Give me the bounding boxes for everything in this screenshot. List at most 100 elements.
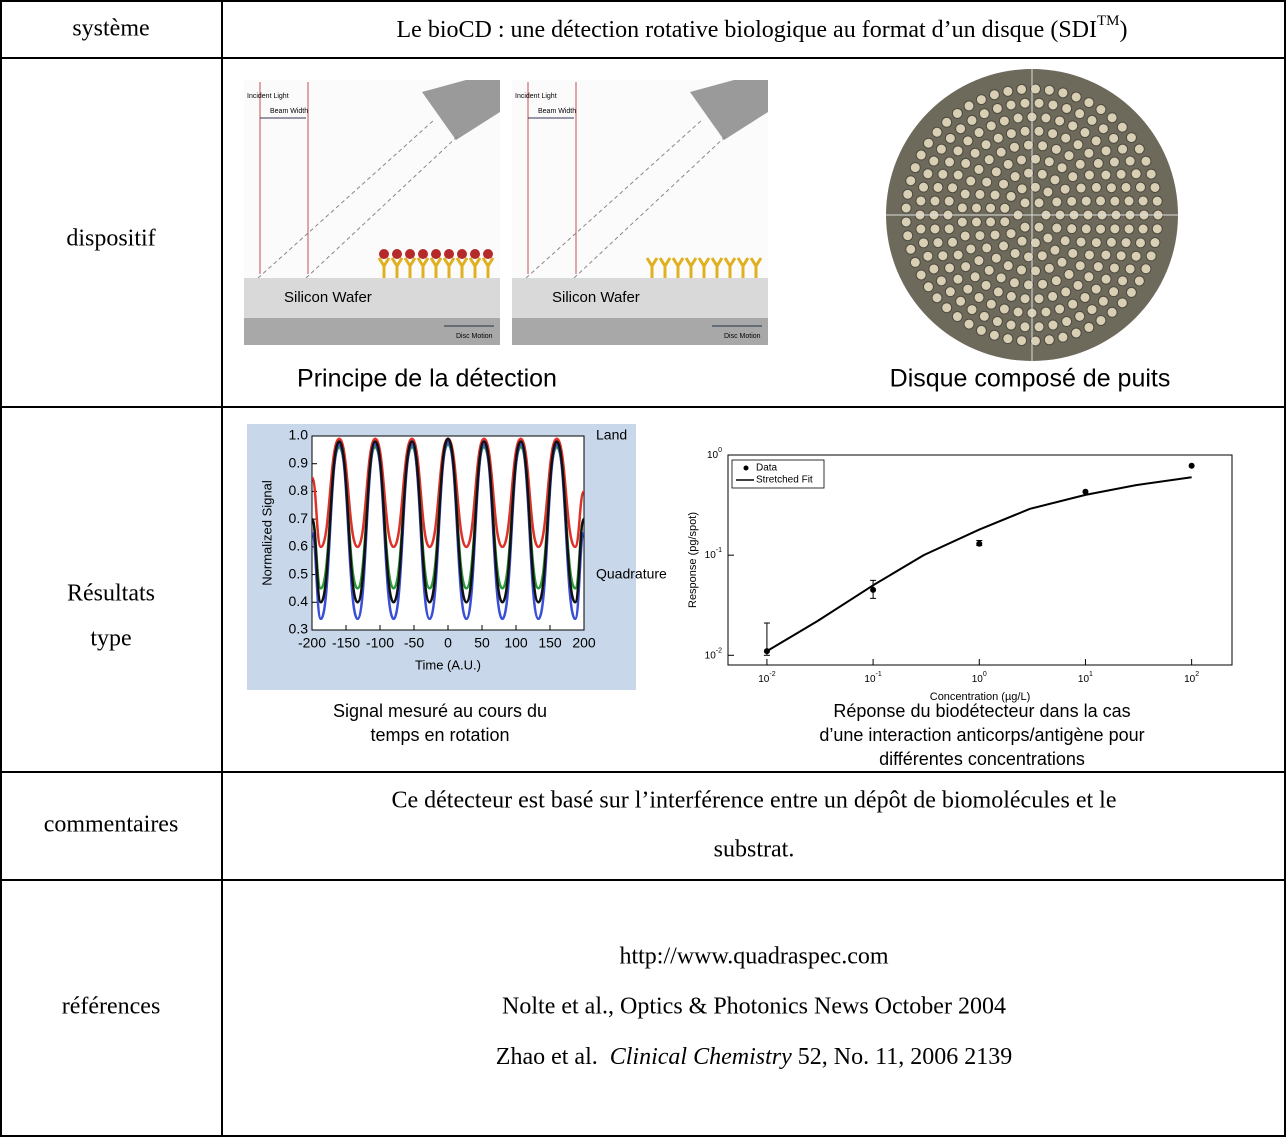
well xyxy=(944,286,956,298)
well xyxy=(1130,168,1142,180)
well xyxy=(1097,295,1109,307)
caption: d’une interaction anticorps/antigène pou… xyxy=(819,725,1144,745)
tick-label: 10-2 xyxy=(705,647,722,661)
antigen xyxy=(444,249,454,259)
antibody xyxy=(736,257,750,278)
well xyxy=(1117,143,1129,155)
y-tick-label: 0.9 xyxy=(289,454,309,470)
well xyxy=(956,202,968,214)
antibody xyxy=(416,257,430,278)
data-point xyxy=(976,540,983,547)
well xyxy=(1137,195,1149,207)
data-point xyxy=(870,586,877,593)
well xyxy=(1067,120,1079,132)
well xyxy=(1016,83,1028,95)
well xyxy=(1079,127,1091,139)
well xyxy=(952,273,964,285)
well xyxy=(1043,334,1055,346)
well xyxy=(1080,195,1092,207)
well xyxy=(1090,135,1102,147)
detection-panel: Incident Light Beam Width Silicon Wafer Dis… xyxy=(512,80,768,345)
well xyxy=(1080,223,1092,235)
disc xyxy=(886,69,1178,361)
well xyxy=(909,162,921,174)
well xyxy=(1043,262,1055,274)
well xyxy=(1023,251,1035,263)
well xyxy=(1061,102,1073,114)
well xyxy=(1074,108,1086,120)
well xyxy=(1151,223,1163,235)
well xyxy=(937,168,949,180)
antibody xyxy=(468,257,482,278)
well xyxy=(1051,222,1063,234)
tick-label: 100 xyxy=(707,447,722,461)
well xyxy=(1083,321,1095,333)
well xyxy=(1092,157,1104,169)
well xyxy=(1066,223,1078,235)
well xyxy=(1036,168,1048,180)
well xyxy=(1125,286,1137,298)
well xyxy=(922,137,934,149)
well xyxy=(1050,143,1062,155)
well xyxy=(929,223,941,235)
charts: 0.30.40.50.60.70.80.91.0-200 -150 -100 -50 0… xyxy=(247,424,1233,703)
caption: Disque composé de puits xyxy=(890,365,1171,393)
well xyxy=(915,149,927,161)
well xyxy=(1067,171,1079,183)
well xyxy=(1037,278,1049,290)
panel-label: Incident Light xyxy=(515,93,557,100)
well xyxy=(922,281,934,293)
well xyxy=(1049,244,1061,256)
well xyxy=(970,216,982,228)
well xyxy=(1120,237,1132,249)
well xyxy=(1083,147,1095,159)
well xyxy=(1124,155,1136,167)
well xyxy=(1033,221,1045,233)
tick-base: 10 xyxy=(1184,674,1196,685)
well xyxy=(1060,132,1072,144)
well xyxy=(1056,256,1068,268)
annotation: Land xyxy=(596,427,627,443)
tick-label: 100 xyxy=(972,671,987,685)
antigen xyxy=(470,249,480,259)
well xyxy=(1029,83,1041,95)
well xyxy=(1086,114,1098,126)
antibody xyxy=(710,257,724,278)
well xyxy=(989,189,1001,201)
plot-area xyxy=(727,454,1233,666)
well xyxy=(1033,125,1045,137)
well xyxy=(1057,331,1069,343)
well xyxy=(1140,263,1152,275)
well xyxy=(1095,195,1107,207)
caption: Principe de la détection xyxy=(297,365,557,393)
well xyxy=(1151,195,1163,207)
x-tick-label: 150 xyxy=(538,635,562,651)
well xyxy=(1109,223,1121,235)
well xyxy=(1145,168,1157,180)
well xyxy=(975,94,987,106)
panel-label: Disc Motion xyxy=(724,333,761,340)
well xyxy=(990,166,1002,178)
well xyxy=(985,202,997,214)
tick-base: 10 xyxy=(705,650,717,661)
y-tick-label: 0.6 xyxy=(289,538,309,554)
well xyxy=(963,100,975,112)
well xyxy=(1033,321,1045,333)
well xyxy=(981,176,993,188)
antibody xyxy=(723,257,737,278)
well xyxy=(1009,247,1021,259)
well xyxy=(992,286,1004,298)
well xyxy=(1043,84,1055,96)
y-tick-label: 0.7 xyxy=(289,510,309,526)
well xyxy=(1033,293,1045,305)
well xyxy=(1023,167,1035,179)
superscript: TM xyxy=(1097,13,1120,29)
well xyxy=(1116,121,1128,133)
detector xyxy=(422,80,500,140)
tick-label: 10-1 xyxy=(705,547,722,561)
well xyxy=(1016,264,1028,276)
well xyxy=(1059,183,1071,195)
well xyxy=(1047,128,1059,140)
antibody xyxy=(481,257,495,278)
